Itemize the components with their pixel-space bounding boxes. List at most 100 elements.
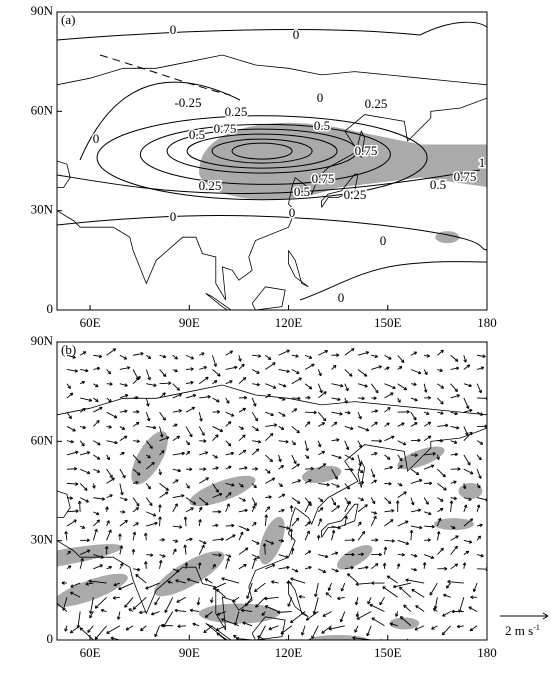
arrow-head	[142, 647, 145, 650]
wind-vector	[393, 583, 411, 587]
wind-vector	[437, 483, 446, 490]
wind-vector	[213, 583, 226, 589]
wind-vector	[142, 640, 146, 650]
contour-label: 0.25	[225, 104, 248, 119]
wind-vector	[430, 583, 437, 595]
coastline	[289, 250, 309, 286]
arrow-head	[351, 653, 354, 656]
wind-vector	[160, 369, 166, 376]
arrow-head	[433, 652, 436, 655]
wind-vector	[173, 384, 180, 391]
wind-vector	[408, 640, 424, 645]
shaded-area	[254, 514, 290, 568]
wind-vector	[222, 578, 239, 583]
contour-label: 0.25	[199, 178, 222, 193]
x-tick-label: 150E	[374, 645, 402, 660]
wind-vector	[95, 626, 106, 640]
wind-vector	[384, 498, 390, 504]
y-tick-label: 60N	[31, 432, 54, 447]
x-tick-label: 60E	[80, 645, 101, 660]
y-tick-label: 60N	[31, 102, 54, 117]
wind-vector	[351, 640, 358, 656]
arrow-head	[150, 641, 153, 644]
contour-label: 0.75	[214, 121, 237, 136]
arrow-head	[268, 644, 271, 647]
wind-vector	[292, 498, 300, 504]
shaded-area	[458, 483, 482, 499]
wind-vector	[404, 605, 411, 611]
x-tick-label: 90E	[179, 645, 200, 660]
contour-label: 0	[170, 209, 177, 224]
wind-vector	[160, 483, 169, 490]
wind-vector	[93, 520, 99, 526]
wind-vector	[107, 349, 116, 356]
coastline	[57, 385, 487, 415]
reference-vector-label: 2 m s-1	[505, 623, 540, 638]
panel-label: (b)	[61, 342, 76, 357]
wind-vector	[80, 483, 87, 490]
wind-vector	[318, 412, 325, 421]
wind-vector	[412, 589, 424, 597]
y-tick-label: 90N	[31, 3, 54, 18]
contour-label: 0	[338, 290, 345, 305]
wind-vector	[186, 426, 192, 436]
wind-vector	[133, 376, 140, 383]
contour	[100, 55, 230, 95]
contour-label: 0.5	[189, 127, 205, 142]
wind-vector	[239, 548, 248, 555]
x-tick-label: 60E	[80, 315, 101, 330]
wind-vector	[339, 640, 345, 645]
wind-vector	[125, 597, 133, 607]
contour	[300, 262, 490, 300]
wind-vector	[254, 583, 265, 592]
wind-vector	[464, 455, 470, 465]
wind-vector	[93, 420, 99, 426]
contour-label: 0.25	[365, 96, 388, 111]
coastline	[57, 491, 70, 518]
wind-vector	[160, 492, 168, 498]
contour-label: 0	[289, 205, 296, 220]
coastline	[322, 504, 358, 537]
wind-vector	[199, 377, 208, 384]
wind-vector	[383, 587, 398, 598]
coastline	[252, 287, 285, 310]
contour-label: 0.75	[355, 143, 378, 158]
wind-vector	[265, 455, 272, 462]
wind-vector	[252, 449, 259, 455]
y-tick-label: 0	[47, 301, 54, 316]
wind-vector	[216, 589, 225, 597]
wind-vector	[199, 478, 208, 484]
contour-label: 0	[293, 27, 300, 42]
contour-label: -0.25	[174, 95, 201, 110]
y-tick-label: 90N	[31, 333, 54, 348]
shaded-area	[149, 543, 230, 604]
wind-vector	[398, 492, 407, 498]
reference-text: 2 m s	[505, 623, 533, 638]
wind-vector	[345, 369, 352, 376]
arrow-head	[207, 649, 210, 652]
x-tick-label: 120E	[275, 645, 303, 660]
wind-vector	[358, 531, 365, 540]
wind-vector	[133, 597, 146, 609]
wind-vector	[292, 426, 300, 432]
wind-vector	[459, 597, 464, 612]
wind-vector	[387, 576, 397, 583]
contour-label: 1	[479, 155, 486, 170]
wind-vector	[277, 612, 291, 613]
wind-vector	[370, 604, 385, 611]
wind-vector	[434, 640, 438, 655]
wind-vector	[451, 546, 458, 554]
wind-vector	[451, 355, 458, 361]
wind-vector	[70, 626, 80, 633]
wind-vector	[345, 349, 354, 356]
wind-vector	[265, 433, 273, 440]
wind-vector	[347, 574, 358, 583]
shaded-area	[333, 540, 376, 574]
arrow-head	[328, 643, 331, 646]
wind-vector	[372, 618, 385, 626]
wind-vector	[290, 612, 305, 623]
contour-label: 0	[93, 131, 100, 146]
contour-label: 0.75	[454, 169, 477, 184]
